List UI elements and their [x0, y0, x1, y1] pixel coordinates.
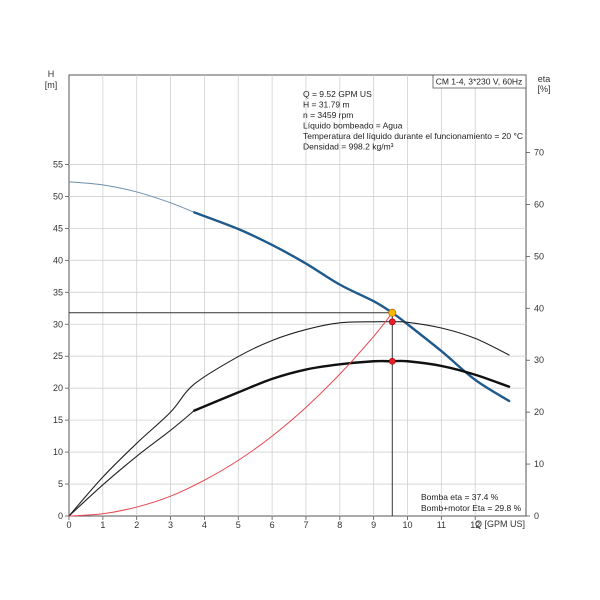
x-tick-label: 2: [134, 520, 139, 530]
curve-layer: [68, 181, 511, 517]
grid-lines: [69, 75, 526, 516]
x-axis-title: Q [GPM US]: [475, 519, 525, 529]
performance-curve: [68, 410, 195, 517]
performance-curve: [68, 312, 393, 517]
x-tick-label: 10: [403, 520, 413, 530]
info-h: H = 31.79 m: [303, 100, 350, 110]
y-left-title-line-2: [m]: [45, 80, 58, 90]
x-tick-label: 0: [66, 520, 71, 530]
y-right-tick-label: 0: [534, 511, 539, 521]
y-right-tick-label: 70: [534, 148, 544, 158]
y-right-tick-label: 10: [534, 459, 544, 469]
y-left-tick-label: 5: [58, 479, 63, 489]
y-right-tick-label: 20: [534, 407, 544, 417]
duty-point-marker: [388, 357, 396, 365]
y-left-tick-label: 25: [53, 351, 63, 361]
duty-point-marker: [388, 318, 396, 326]
y-right-title-line-2: [%]: [537, 84, 550, 94]
info-liquid: Líquido bombeado = Agua: [303, 121, 403, 131]
info-q: Q = 9.52 GPM US: [303, 89, 372, 99]
y-right-title-line-1: eta: [538, 74, 551, 84]
x-tick-label: 11: [437, 520, 446, 530]
y-left-tick-label: 40: [53, 255, 63, 265]
x-tick-label: 5: [236, 520, 241, 530]
info-n: n = 3459 rpm: [303, 110, 353, 120]
performance-curve: [68, 321, 510, 517]
info-temperature: Temperatura del líquido durante el funci…: [303, 131, 523, 141]
x-tick-label: 1: [100, 520, 105, 530]
axis-ticks: 0 1 2 3 4 5 6 7 8 9 10 11 12051015202530354045505501…: [53, 148, 544, 531]
performance-curve: [193, 359, 511, 412]
x-tick-label: 8: [337, 520, 342, 530]
y-right-tick-label: 40: [534, 303, 544, 313]
y-left-tick-label: 30: [53, 319, 63, 329]
y-left-tick-label: 55: [53, 159, 63, 169]
y-left-tick-label: 45: [53, 223, 63, 233]
x-tick-label: 4: [202, 520, 207, 530]
duty-point-guides: [69, 312, 393, 516]
y-left-tick-label: 35: [53, 287, 63, 297]
x-tick-label: 7: [303, 520, 308, 530]
y-left-tick-label: 0: [58, 511, 63, 521]
y-right-tick-label: 60: [534, 199, 544, 209]
performance-curve: [193, 211, 511, 403]
info-density: Densidad = 998.2 kg/m³: [303, 142, 394, 152]
total-eta-note: Bomb+motor Eta = 29.8 %: [421, 503, 522, 513]
y-left-tick-label: 10: [53, 447, 63, 457]
pump-eta-note: Bomba eta = 37.4 %: [421, 492, 499, 502]
y-left-tick-label: 15: [53, 415, 63, 425]
x-tick-label: 12: [470, 520, 480, 530]
duty-point-marker: [388, 308, 397, 317]
y-right-tick-label: 30: [534, 355, 544, 365]
y-left-tick-label: 50: [53, 191, 63, 201]
y-right-tick-label: 50: [534, 251, 544, 261]
x-tick-label: 9: [371, 520, 376, 530]
y-left-tick-label: 20: [53, 383, 63, 393]
plot-frame: [68, 74, 527, 517]
x-tick-label: 3: [168, 520, 173, 530]
title-box: [432, 74, 527, 89]
y-left-title-line-1: H: [48, 69, 55, 79]
performance-curve: [68, 181, 195, 213]
chart-title: CM 1-4, 3*230 V, 60Hz: [436, 77, 523, 87]
duty-point-markers: [388, 308, 397, 365]
x-tick-label: 6: [270, 520, 275, 530]
